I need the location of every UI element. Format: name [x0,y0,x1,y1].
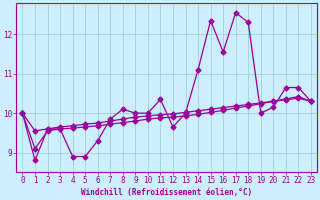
X-axis label: Windchill (Refroidissement éolien,°C): Windchill (Refroidissement éolien,°C) [81,188,252,197]
